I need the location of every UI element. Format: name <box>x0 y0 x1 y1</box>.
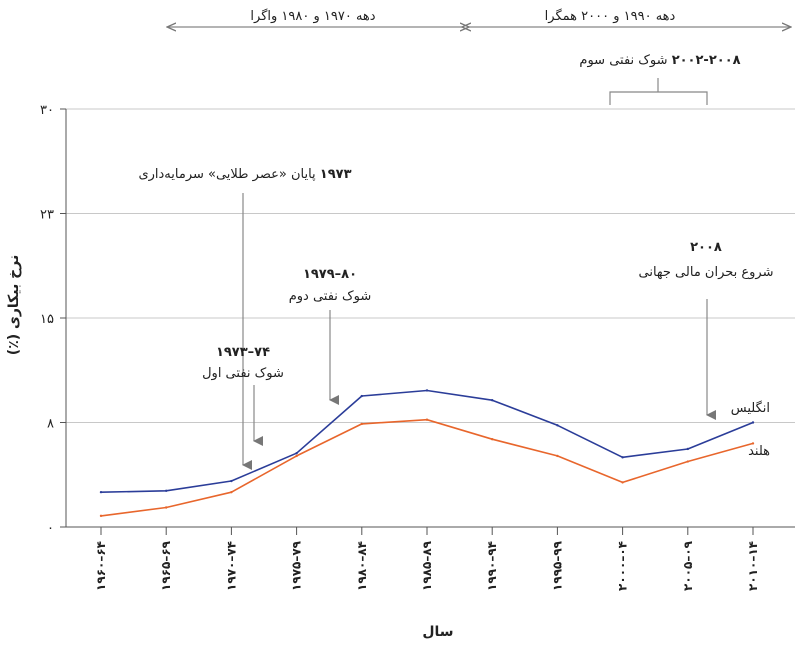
x-tick-label-6: ۱۹۹۰–۹۴ <box>485 541 499 591</box>
x-tick-label-7: ۱۹۹۵–۹۹ <box>550 540 564 591</box>
x-tick-label-4: ۱۹۸۰–۸۴ <box>355 541 369 591</box>
series-lines <box>99 389 755 518</box>
x-tick-label-10: ۲۰۱۰–۱۴ <box>746 541 760 591</box>
golden-year: ۱۹۷۳ <box>320 167 352 182</box>
series-line-1 <box>100 418 754 517</box>
oil1-year: ۱۹۷۳–۷۴ <box>216 345 270 360</box>
y-tick-label-0: ۰ <box>47 521 54 536</box>
series-0-point-5 <box>425 389 429 392</box>
y-tick-label-2: ۱۵ <box>40 312 54 327</box>
crisis-text: شروع بحران مالی جهانی <box>638 265 773 280</box>
series-1-point-8 <box>621 481 624 484</box>
series-0-point-3 <box>295 451 298 455</box>
oil2-year: ۱۹۷۹–۸۰ <box>303 267 357 282</box>
x-tick-labels: ۱۹۶۰–۶۴ ۱۹۶۵–۶۹ ۱۹۷۰–۷۴ ۱۹۷۵–۷۹ ۱۹۸۰–۸۴ ۱۹۸۵–… <box>94 527 760 591</box>
annotation-oil-shock-3: ۲۰۰۲-۲۰۰۸ شوک نفتی سوم <box>579 53 741 105</box>
oil3-bracket <box>609 78 708 105</box>
era-brackets: دهه ۱۹۷۰ و ۱۹۸۰ واگرا دهه ۱۹۹۰ و ۲۰۰۰ هم… <box>168 8 790 27</box>
annotation-oil-shock-2: ۱۹۷۹–۸۰ شوک نفتی دوم <box>289 267 372 405</box>
series-0-point-4 <box>360 394 363 398</box>
x-tick-label-1: ۱۹۶۵–۶۹ <box>159 540 173 591</box>
series-1-point-3 <box>295 454 298 458</box>
y-tick-label-1: ۸ <box>47 417 54 432</box>
series-0-point-1 <box>165 489 168 492</box>
oil3-label: ۲۰۰۲-۲۰۰۸ شوک نفتی سوم <box>579 53 740 68</box>
series-0-point-9 <box>686 447 689 451</box>
series-1-point-10 <box>751 442 755 445</box>
golden-label: ۱۹۷۳ پایان «عصر طلایی» سرمایه‌داری <box>138 167 351 182</box>
era-divergent-label: دهه ۱۹۷۰ و ۱۹۸۰ واگرا <box>250 8 375 24</box>
series-1-point-5 <box>425 418 429 421</box>
series-line-0 <box>100 389 754 493</box>
oil1-text: شوک نفتی اول <box>202 366 284 381</box>
series-0-point-2 <box>230 479 233 483</box>
oil2-text: شوک نفتی دوم <box>289 289 372 304</box>
grid-lines <box>66 108 795 423</box>
crisis-year: ۲۰۰۸ <box>690 240 722 255</box>
x-tick-label-5: ۱۹۸۵–۸۹ <box>420 540 434 591</box>
series-0-point-6 <box>491 399 494 402</box>
oil3-year: ۲۰۰۲-۲۰۰۸ <box>672 53 741 68</box>
y-axis-title: نرخ بیکاری (٪) <box>6 255 22 355</box>
x-tick-label-2: ۱۹۷۰–۷۴ <box>224 541 238 591</box>
series-0-point-7 <box>556 424 559 427</box>
series-label-netherlands: هلند <box>748 444 770 459</box>
x-axis-title: سال <box>422 624 453 640</box>
x-tick-label-3: ۱۹۷۵–۷۹ <box>290 540 304 591</box>
series-1-point-4 <box>360 422 363 426</box>
golden-text: پایان «عصر طلایی» سرمایه‌داری <box>138 167 316 182</box>
series-0-point-10 <box>751 421 755 424</box>
series-label-uk: انگلیس <box>731 400 770 416</box>
y-tick-label-4: ۳۰ <box>40 103 54 118</box>
x-tick-label-9: ۲۰۰۵–۰۹ <box>681 540 695 591</box>
series-1-point-1 <box>165 506 168 509</box>
annotation-financial-crisis: ۲۰۰۸ شروع بحران مالی جهانی <box>638 240 774 420</box>
y-tick-label-3: ۲۳ <box>40 208 54 223</box>
series-1-point-0 <box>99 514 103 518</box>
x-tick-label-0: ۱۹۶۰–۶۴ <box>94 541 108 591</box>
series-1-point-7 <box>556 454 559 458</box>
annotation-golden-age-end: ۱۹۷۳ پایان «عصر طلایی» سرمایه‌داری <box>138 167 352 470</box>
series-1-point-2 <box>230 490 233 494</box>
series-0-point-8 <box>621 456 624 459</box>
x-tick-label-8: ۲۰۰۰–۰۴ <box>616 541 630 591</box>
annotation-oil-shock-1: ۱۹۷۳–۷۴ شوک نفتی اول <box>202 345 284 446</box>
oil3-text: شوک نفتی سوم <box>579 53 667 68</box>
series-1-point-6 <box>491 438 494 441</box>
y-tick-labels: ۰ ۸ ۱۵ ۲۳ ۳۰ <box>40 103 66 536</box>
series-1-point-9 <box>686 460 689 463</box>
era-convergent-label: دهه ۱۹۹۰ و ۲۰۰۰ همگرا <box>545 8 676 24</box>
series-0-point-0 <box>99 490 103 494</box>
